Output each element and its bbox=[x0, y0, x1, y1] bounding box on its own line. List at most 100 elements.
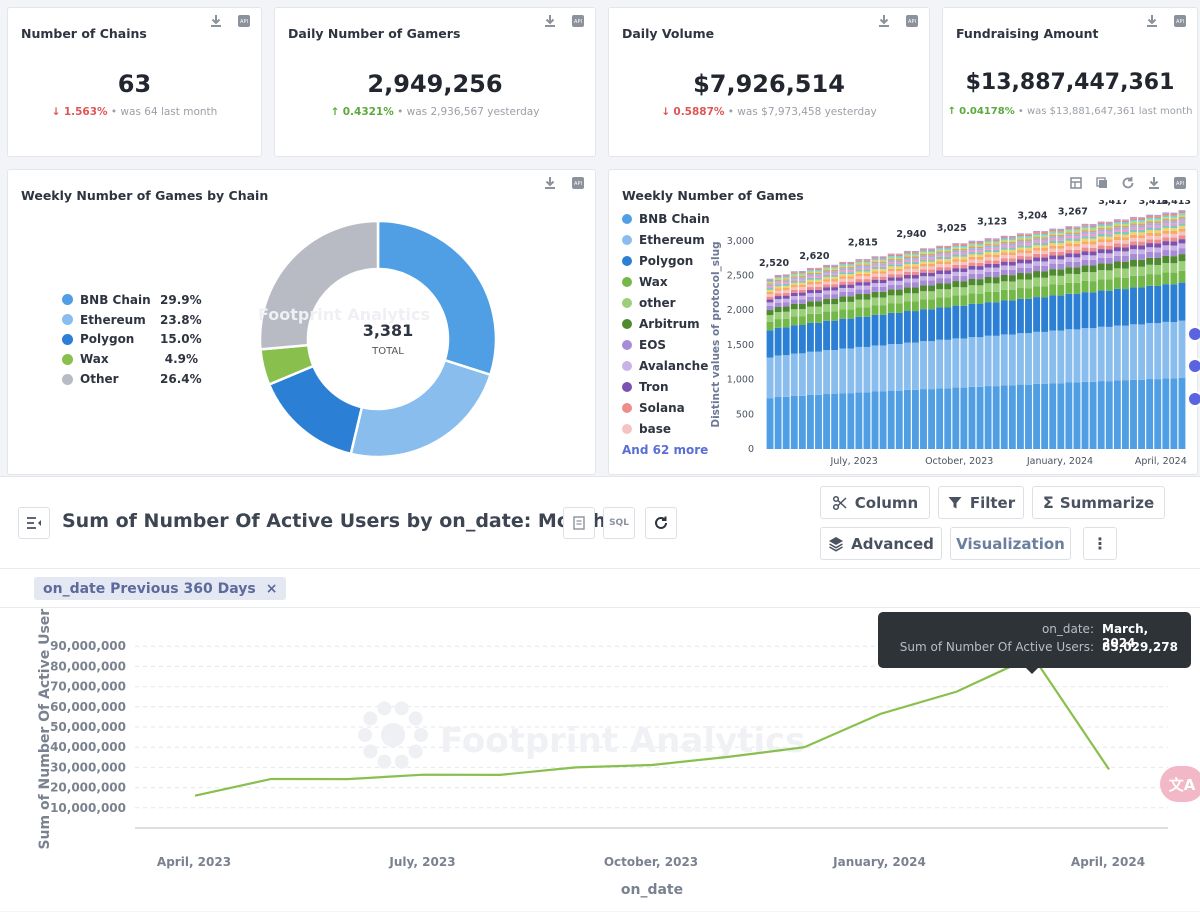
bar-stack[interactable] bbox=[815, 267, 822, 449]
api-icon[interactable]: API bbox=[1173, 176, 1187, 190]
donut-slice[interactable] bbox=[258, 219, 380, 351]
bar-stack[interactable] bbox=[944, 245, 952, 449]
filter-pill[interactable]: on_date Previous 360 Days × bbox=[34, 577, 287, 600]
download-icon[interactable] bbox=[543, 14, 557, 28]
more-legend-link[interactable]: And 62 more bbox=[622, 442, 709, 457]
bar-stack[interactable] bbox=[823, 264, 831, 449]
side-dot[interactable] bbox=[1187, 326, 1200, 342]
close-icon[interactable]: × bbox=[265, 580, 278, 597]
refresh-icon[interactable] bbox=[1121, 176, 1135, 190]
summarize-button[interactable]: Σ Summarize bbox=[1032, 486, 1165, 519]
bar-stack[interactable] bbox=[774, 274, 782, 449]
bar-stack[interactable] bbox=[879, 256, 887, 449]
side-dot[interactable] bbox=[1187, 358, 1200, 374]
bar-stack[interactable] bbox=[976, 240, 984, 449]
bar-stack[interactable] bbox=[1130, 216, 1137, 449]
bar-segment bbox=[1025, 288, 1032, 299]
bar-stack[interactable] bbox=[782, 274, 790, 449]
download-icon[interactable] bbox=[877, 14, 891, 28]
filter-button[interactable]: Filter bbox=[938, 486, 1024, 519]
sql-button[interactable]: SQL bbox=[603, 507, 635, 539]
bar-segment bbox=[1041, 237, 1049, 239]
advanced-button[interactable]: Advanced bbox=[820, 527, 942, 560]
bar-stack[interactable] bbox=[855, 259, 863, 449]
bar-stack[interactable] bbox=[831, 264, 839, 449]
more-button[interactable]: ⋮ bbox=[1083, 527, 1117, 560]
series-line[interactable] bbox=[194, 654, 1110, 797]
bar-stack[interactable] bbox=[1000, 235, 1008, 449]
refresh-button[interactable] bbox=[645, 507, 677, 539]
bar-stack[interactable] bbox=[968, 240, 976, 449]
bar-stack[interactable] bbox=[1081, 223, 1089, 449]
bar-stack[interactable] bbox=[1097, 221, 1105, 449]
bar-segment bbox=[806, 276, 814, 278]
translate-button[interactable]: 文A bbox=[1160, 766, 1200, 802]
bar-stack[interactable] bbox=[1073, 226, 1081, 449]
api-icon[interactable]: API bbox=[571, 14, 585, 28]
bar-stack[interactable] bbox=[911, 250, 919, 449]
bar-segment bbox=[1154, 221, 1162, 224]
bar-stack[interactable] bbox=[798, 270, 806, 449]
bar-segment bbox=[847, 318, 855, 349]
bar-stack[interactable] bbox=[1178, 210, 1186, 449]
bar-stack[interactable] bbox=[847, 261, 855, 449]
api-icon[interactable]: API bbox=[571, 176, 585, 190]
bar-stack[interactable] bbox=[871, 256, 879, 449]
bar-segment bbox=[1081, 255, 1089, 260]
api-icon[interactable]: API bbox=[1173, 14, 1187, 28]
donut-slice[interactable] bbox=[349, 358, 493, 459]
download-icon[interactable] bbox=[1147, 176, 1161, 190]
bar-stack[interactable] bbox=[790, 271, 798, 449]
bar-stack[interactable] bbox=[1089, 224, 1097, 449]
bar-stack[interactable] bbox=[1121, 219, 1129, 449]
bar-stack[interactable] bbox=[1057, 228, 1065, 449]
download-icon[interactable] bbox=[1145, 14, 1159, 28]
bar-segment bbox=[1146, 225, 1154, 228]
table-icon[interactable] bbox=[1069, 176, 1083, 190]
sidebar-toggle-button[interactable] bbox=[18, 507, 50, 539]
bar-stack[interactable] bbox=[984, 238, 992, 449]
bar-segment bbox=[1008, 243, 1016, 246]
bar-stack[interactable] bbox=[952, 243, 960, 449]
bar-stack[interactable] bbox=[895, 253, 903, 449]
bar-stack[interactable] bbox=[1113, 219, 1121, 449]
bar-stack[interactable] bbox=[887, 253, 895, 449]
download-icon[interactable] bbox=[543, 176, 557, 190]
bar-stack[interactable] bbox=[992, 238, 1000, 449]
bar-stack[interactable] bbox=[1154, 214, 1162, 449]
bar-stack[interactable] bbox=[1016, 233, 1024, 449]
bar-stack[interactable] bbox=[766, 278, 774, 449]
notebook-button[interactable] bbox=[563, 507, 595, 539]
copy-icon[interactable] bbox=[1095, 176, 1109, 190]
api-icon[interactable]: API bbox=[905, 14, 919, 28]
donut-slice[interactable] bbox=[376, 219, 498, 377]
bar-stack[interactable] bbox=[1162, 212, 1170, 449]
download-icon[interactable] bbox=[209, 14, 223, 28]
bar-stack[interactable] bbox=[928, 248, 936, 449]
bar-segment bbox=[1065, 243, 1073, 247]
legend-swatch bbox=[62, 373, 73, 385]
api-icon[interactable]: API bbox=[237, 14, 251, 28]
bar-stack[interactable] bbox=[1170, 212, 1178, 449]
bar-stack[interactable] bbox=[920, 248, 927, 449]
bar-stack[interactable] bbox=[1146, 214, 1154, 449]
bar-stack[interactable] bbox=[1105, 221, 1113, 449]
bar-stack[interactable] bbox=[960, 243, 968, 449]
bar-stack[interactable] bbox=[863, 259, 871, 449]
bar-stack[interactable] bbox=[1049, 228, 1057, 449]
bar-stack[interactable] bbox=[903, 250, 911, 449]
bar-segment bbox=[774, 288, 782, 291]
side-dot[interactable] bbox=[1187, 391, 1200, 407]
bar-stack[interactable] bbox=[1041, 231, 1049, 449]
visualization-button[interactable]: Visualization bbox=[950, 527, 1071, 560]
bar-stack[interactable] bbox=[839, 261, 847, 449]
bar-stack[interactable] bbox=[1138, 217, 1146, 449]
bar-stack[interactable] bbox=[1025, 233, 1032, 449]
bar-segment bbox=[823, 320, 831, 351]
bar-stack[interactable] bbox=[1008, 235, 1016, 449]
bar-stack[interactable] bbox=[1033, 230, 1041, 449]
bar-stack[interactable] bbox=[1065, 226, 1073, 449]
bar-stack[interactable] bbox=[806, 267, 814, 449]
bar-stack[interactable] bbox=[936, 245, 944, 449]
column-button[interactable]: Column bbox=[820, 486, 930, 519]
